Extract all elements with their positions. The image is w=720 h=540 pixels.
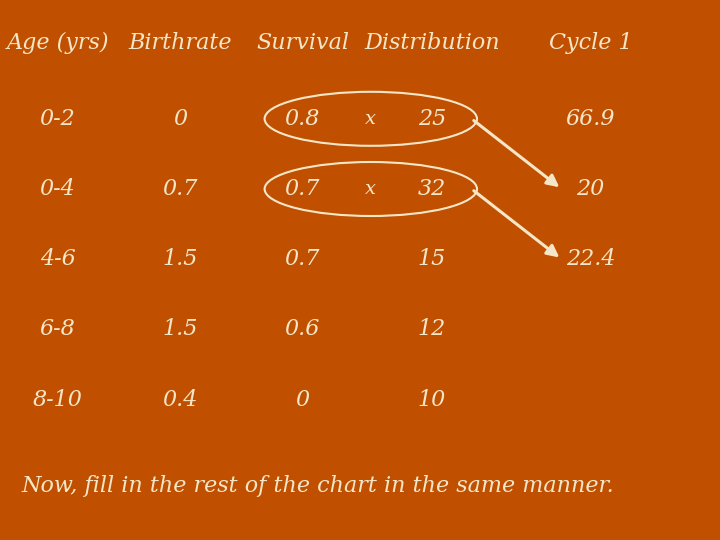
Text: x: x [365, 110, 377, 128]
Text: Birthrate: Birthrate [128, 32, 232, 54]
Text: 0.8: 0.8 [284, 108, 320, 130]
Text: 25: 25 [418, 108, 446, 130]
Text: 66.9: 66.9 [566, 108, 615, 130]
Text: Distribution: Distribution [364, 32, 500, 54]
Text: Now, fill in the rest of the chart in the same manner.: Now, fill in the rest of the chart in th… [22, 475, 614, 497]
Text: 0-2: 0-2 [40, 108, 76, 130]
Text: Cycle 1: Cycle 1 [549, 32, 632, 54]
Text: 1.5: 1.5 [162, 248, 198, 270]
Text: Age (yrs): Age (yrs) [6, 32, 109, 54]
Text: 0.7: 0.7 [284, 178, 320, 200]
Text: 8-10: 8-10 [32, 389, 83, 410]
Text: 0.6: 0.6 [284, 319, 320, 340]
Text: 15: 15 [418, 248, 446, 270]
Text: 20: 20 [576, 178, 605, 200]
Text: Survival: Survival [256, 32, 349, 54]
Text: 10: 10 [418, 389, 446, 410]
Text: 0-4: 0-4 [40, 178, 76, 200]
Text: 0.7: 0.7 [162, 178, 198, 200]
Text: 0.7: 0.7 [284, 248, 320, 270]
Text: 1.5: 1.5 [162, 319, 198, 340]
Text: 12: 12 [418, 319, 446, 340]
Text: 22.4: 22.4 [566, 248, 615, 270]
Text: 0.4: 0.4 [162, 389, 198, 410]
Text: 6-8: 6-8 [40, 319, 76, 340]
Text: 32: 32 [418, 178, 446, 200]
Text: 0: 0 [173, 108, 187, 130]
Text: 0: 0 [295, 389, 310, 410]
Text: x: x [365, 180, 377, 198]
Text: 4-6: 4-6 [40, 248, 76, 270]
